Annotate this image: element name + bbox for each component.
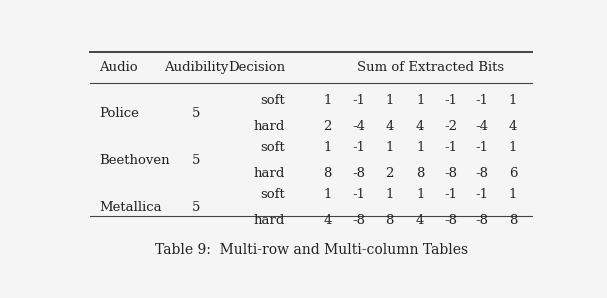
Text: -8: -8 xyxy=(475,167,489,180)
Text: -1: -1 xyxy=(475,94,489,106)
Text: -8: -8 xyxy=(352,167,365,180)
Text: 1: 1 xyxy=(324,141,332,153)
Text: -1: -1 xyxy=(444,94,458,106)
Text: -1: -1 xyxy=(444,141,458,153)
Text: -8: -8 xyxy=(444,214,458,227)
Text: 1: 1 xyxy=(416,94,424,106)
Text: -8: -8 xyxy=(444,167,458,180)
Text: Audio: Audio xyxy=(100,61,138,74)
Text: Table 9:  Multi-row and Multi-column Tables: Table 9: Multi-row and Multi-column Tabl… xyxy=(155,243,467,257)
Text: -1: -1 xyxy=(352,94,365,106)
Text: 8: 8 xyxy=(385,214,393,227)
Text: -1: -1 xyxy=(352,187,365,201)
Text: 8: 8 xyxy=(416,167,424,180)
Text: soft: soft xyxy=(260,141,285,153)
Text: -1: -1 xyxy=(475,187,489,201)
Text: 1: 1 xyxy=(385,94,393,106)
Text: 6: 6 xyxy=(509,167,517,180)
Text: -8: -8 xyxy=(475,214,489,227)
Text: 5: 5 xyxy=(192,154,200,167)
Text: -1: -1 xyxy=(475,141,489,153)
Text: 4: 4 xyxy=(509,120,517,133)
Text: hard: hard xyxy=(254,167,285,180)
Text: -8: -8 xyxy=(352,214,365,227)
Text: Beethoven: Beethoven xyxy=(100,154,170,167)
Text: 5: 5 xyxy=(192,107,200,120)
Text: 8: 8 xyxy=(509,214,517,227)
Text: hard: hard xyxy=(254,120,285,133)
Text: -4: -4 xyxy=(475,120,489,133)
Text: 5: 5 xyxy=(192,201,200,214)
Text: Police: Police xyxy=(100,107,139,120)
Text: Sum of Extracted Bits: Sum of Extracted Bits xyxy=(358,61,504,74)
Text: 1: 1 xyxy=(385,141,393,153)
Text: 1: 1 xyxy=(509,187,517,201)
Text: 1: 1 xyxy=(324,94,332,106)
Text: 1: 1 xyxy=(385,187,393,201)
Text: -1: -1 xyxy=(444,187,458,201)
Text: 8: 8 xyxy=(324,167,332,180)
Text: 1: 1 xyxy=(509,141,517,153)
Text: 2: 2 xyxy=(324,120,332,133)
Text: Metallica: Metallica xyxy=(100,201,162,214)
Text: hard: hard xyxy=(254,214,285,227)
Text: Decision: Decision xyxy=(228,61,285,74)
Text: 4: 4 xyxy=(324,214,332,227)
Text: 1: 1 xyxy=(324,187,332,201)
Text: 1: 1 xyxy=(416,187,424,201)
Text: 4: 4 xyxy=(416,214,424,227)
Text: -1: -1 xyxy=(352,141,365,153)
Text: 4: 4 xyxy=(416,120,424,133)
Text: 1: 1 xyxy=(416,141,424,153)
Text: soft: soft xyxy=(260,187,285,201)
Text: -2: -2 xyxy=(444,120,458,133)
Text: Audibility: Audibility xyxy=(164,61,228,74)
Text: 4: 4 xyxy=(385,120,393,133)
Text: -4: -4 xyxy=(352,120,365,133)
Text: 1: 1 xyxy=(509,94,517,106)
Text: soft: soft xyxy=(260,94,285,106)
Text: 2: 2 xyxy=(385,167,393,180)
